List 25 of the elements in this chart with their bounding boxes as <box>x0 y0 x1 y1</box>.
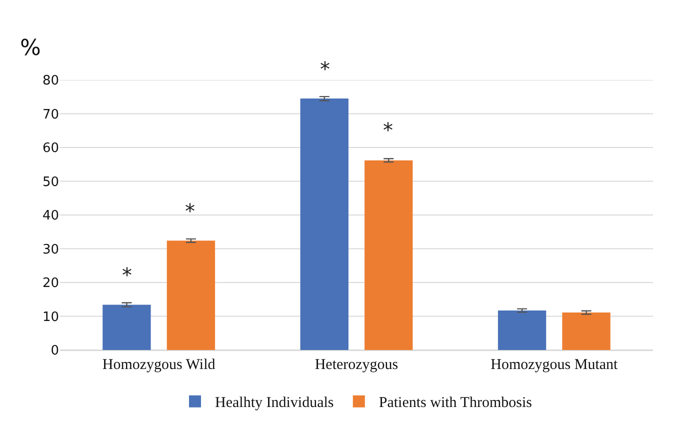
y-axis-title: % <box>20 36 41 61</box>
y-tick-label: 0 <box>50 344 59 359</box>
y-tick-label: 20 <box>42 276 59 292</box>
legend-label: Healhty Individuals <box>215 395 334 412</box>
bar <box>300 98 348 350</box>
annotation: * <box>185 199 195 223</box>
annotation: * <box>122 263 132 287</box>
bar <box>102 304 151 350</box>
annotation: * <box>383 118 393 142</box>
bar <box>498 310 546 350</box>
bar <box>562 312 610 350</box>
y-tick-label: 40 <box>42 208 59 224</box>
bar <box>364 160 413 350</box>
y-tick-label: 10 <box>42 310 59 325</box>
y-tick-label: 30 <box>42 242 59 258</box>
y-tick-label: 60 <box>42 141 59 156</box>
bar <box>166 240 216 350</box>
x-tick-label: Heterozygous <box>314 357 398 373</box>
x-tick-label: Homozygous Mutant <box>490 357 619 373</box>
y-tick-label: 50 <box>42 174 59 190</box>
y-tick-label: 70 <box>42 107 59 122</box>
legend-label: Patients with Thrombosis <box>378 395 532 412</box>
x-tick-label: Homozygous Wild <box>102 357 216 373</box>
y-tick-label: 80 <box>42 74 59 89</box>
annotation: * <box>320 57 330 81</box>
